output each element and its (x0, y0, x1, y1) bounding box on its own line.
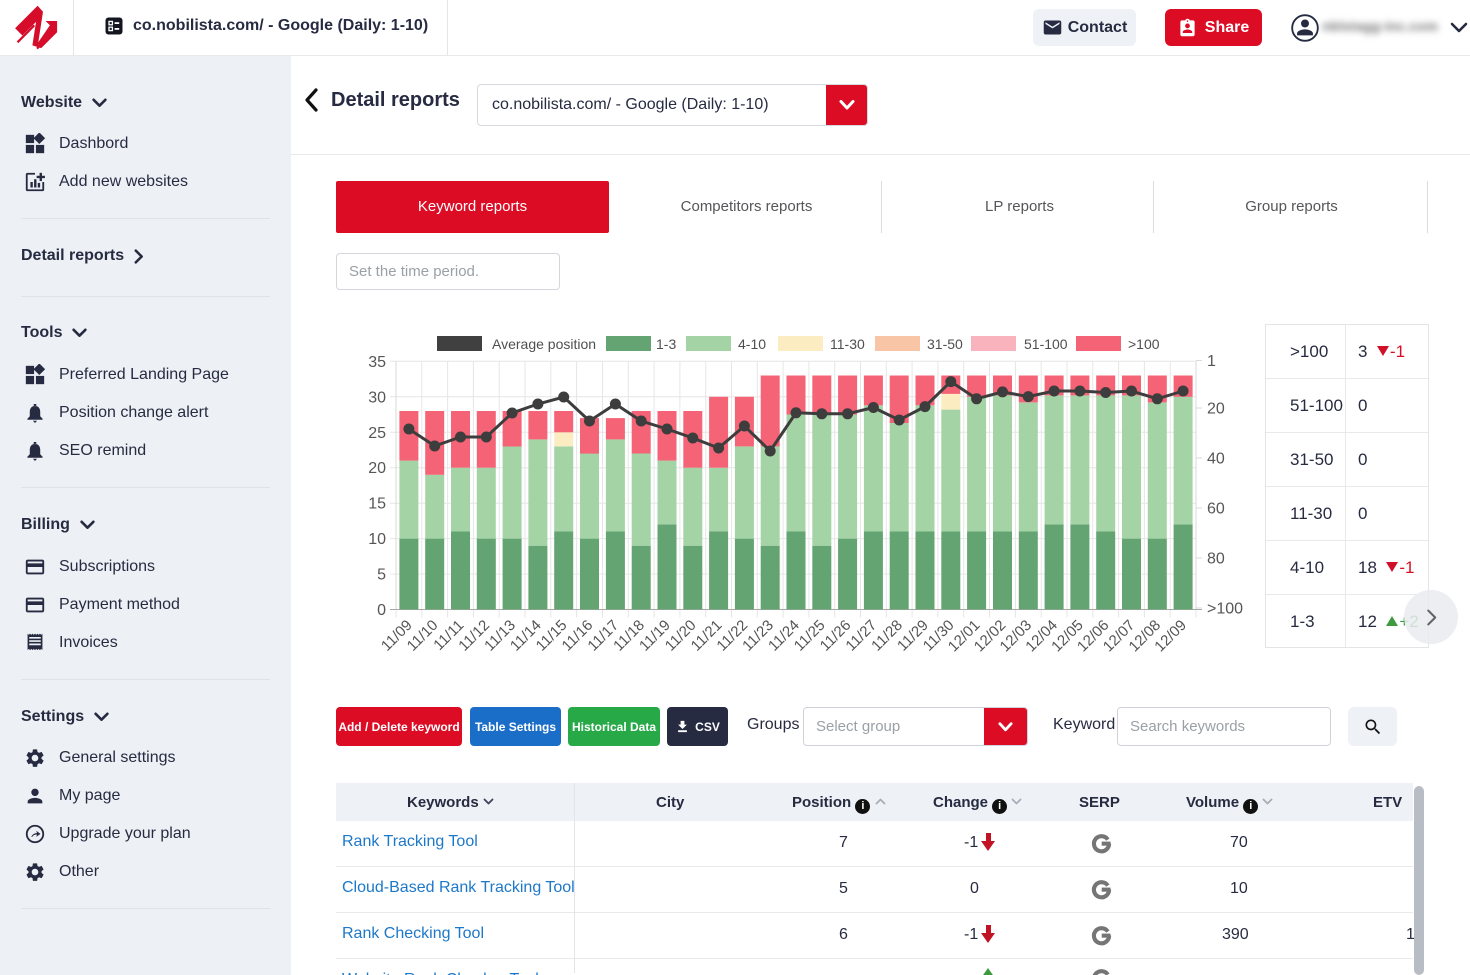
svg-text:1-3: 1-3 (656, 336, 676, 352)
svg-text:15: 15 (368, 496, 386, 513)
svg-text:80: 80 (1207, 551, 1225, 568)
svg-text:51-100: 51-100 (1024, 336, 1068, 352)
svg-text:1: 1 (1207, 353, 1216, 370)
svg-text:60: 60 (1207, 501, 1225, 518)
svg-text:35: 35 (368, 354, 386, 371)
svg-text:5: 5 (377, 567, 386, 584)
svg-text:40: 40 (1207, 451, 1225, 468)
svg-text:0: 0 (377, 602, 386, 619)
svg-text:10: 10 (368, 531, 386, 548)
svg-text:4-10: 4-10 (738, 336, 766, 352)
svg-text:11-30: 11-30 (830, 336, 865, 352)
svg-text:20: 20 (1207, 401, 1225, 418)
svg-text:Average position: Average position (492, 336, 596, 352)
svg-text:>100: >100 (1207, 601, 1243, 618)
svg-text:20: 20 (368, 460, 386, 477)
svg-text:31-50: 31-50 (927, 336, 963, 352)
svg-text:30: 30 (368, 389, 386, 406)
svg-text:25: 25 (368, 425, 386, 442)
svg-text:>100: >100 (1128, 336, 1160, 352)
